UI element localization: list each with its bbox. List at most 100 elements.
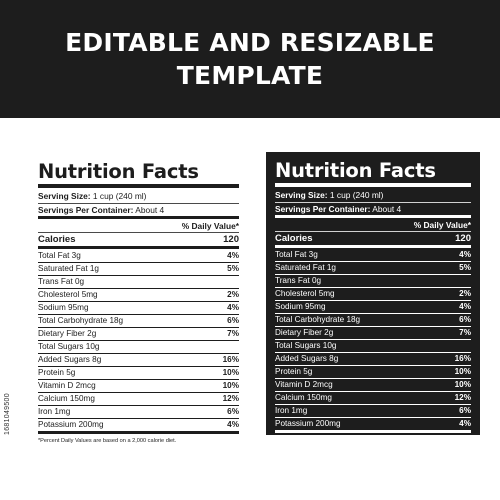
- servings-per-container-label: Servings Per Container:: [38, 204, 134, 215]
- nutrient-row: Total Fat 3g 4%: [275, 249, 471, 262]
- nutrient-row: Dietary Fiber 2g 7%: [38, 328, 239, 341]
- label-divider-thick: [275, 183, 471, 187]
- calories-label: Calories: [275, 233, 313, 244]
- nutrient-row: Saturated Fat 1g 5%: [275, 262, 471, 275]
- nutrient-row: Protein 5g 10%: [275, 366, 471, 379]
- nutrient-name: Added Sugars 8g: [275, 354, 339, 363]
- nutrient-name: Total Carbohydrate 18g: [38, 316, 124, 325]
- nutrient-list: Total Fat 3g 4% Saturated Fat 1g 5% Trans Fa…: [275, 249, 471, 430]
- nutrient-name: Calcium 150mg: [38, 394, 95, 403]
- label-divider-mid: [275, 430, 471, 433]
- nutrient-daily-value: 4%: [459, 302, 471, 311]
- nutrient-daily-value: 5%: [227, 264, 239, 273]
- nutrient-name: Total Sugars 10g: [275, 341, 337, 350]
- nutrient-row: Cholesterol 5mg 2%: [275, 288, 471, 301]
- nutrient-name: Sodium 95mg: [38, 303, 89, 312]
- nutrient-name: Saturated Fat 1g: [38, 264, 99, 273]
- nutrient-row: Vitamin D 2mcg 10%: [38, 380, 239, 393]
- nutrient-row: Iron 1mg 6%: [275, 405, 471, 418]
- nutrient-row: Total Carbohydrate 18g 6%: [275, 314, 471, 327]
- nutrient-name: Vitamin D 2mcg: [275, 380, 333, 389]
- nutrient-name: Sodium 95mg: [275, 302, 326, 311]
- label-divider-thick: [38, 184, 239, 188]
- calories-label: Calories: [38, 234, 76, 245]
- nutrient-daily-value: 2%: [227, 290, 239, 299]
- label-divider-thin: [38, 202, 239, 204]
- nutrient-daily-value: 7%: [227, 329, 239, 338]
- nutrient-row: Calcium 150mg 12%: [275, 392, 471, 405]
- nutrient-row: Dietary Fiber 2g 7%: [275, 327, 471, 340]
- label-divider-mid: [275, 245, 471, 248]
- nutrient-name: Cholesterol 5mg: [275, 289, 335, 298]
- label-divider-thin: [275, 231, 471, 232]
- nutrient-row: Added Sugars 8g 16%: [275, 353, 471, 366]
- nutrient-daily-value: 16%: [222, 355, 239, 364]
- nutrient-name: Protein 5g: [275, 367, 313, 376]
- nutrient-daily-value: 10%: [222, 381, 239, 390]
- label-divider-mid: [38, 431, 239, 434]
- nutrient-row: Total Carbohydrate 18g 6%: [38, 315, 239, 328]
- nutrient-daily-value: 4%: [227, 251, 239, 260]
- nutrient-daily-value: 12%: [222, 394, 239, 403]
- nutrient-daily-value: 12%: [454, 393, 471, 402]
- nutrient-name: Iron 1mg: [275, 406, 308, 415]
- nutrient-name: Total Sugars 10g: [38, 342, 100, 351]
- servings-per-container-row: Servings Per Container: About 4: [275, 203, 471, 216]
- servings-per-container-value: About 4: [135, 204, 165, 215]
- nutrient-daily-value: 10%: [222, 368, 239, 377]
- nutrient-list: Total Fat 3g 4% Saturated Fat 1g 5% Trans Fa…: [38, 250, 239, 431]
- nutrient-row: Protein 5g 10%: [38, 367, 239, 380]
- nutrient-name: Protein 5g: [38, 368, 76, 377]
- calories-row: Calories 120: [38, 233, 239, 246]
- serving-size-row: Serving Size: 1 cup (240 ml): [275, 189, 471, 202]
- nutrient-row: Vitamin D 2mcg 10%: [275, 379, 471, 392]
- nutrient-name: Calcium 150mg: [275, 393, 332, 402]
- label-divider-thin: [275, 201, 471, 203]
- nutrient-daily-value: 6%: [459, 406, 471, 415]
- nutrient-name: Potassium 200mg: [38, 420, 104, 429]
- nutrition-label-light: Nutrition Facts Serving Size: 1 cup (240 …: [36, 155, 241, 444]
- nutrient-daily-value: 10%: [454, 380, 471, 389]
- nutrient-daily-value: 2%: [459, 289, 471, 298]
- nutrient-name: Potassium 200mg: [275, 419, 341, 428]
- nutrition-label-dark: Nutrition Facts Serving Size: 1 cup (240 …: [266, 152, 480, 443]
- banner-title-line-1: EDITABLE AND RESIZABLE: [65, 28, 435, 57]
- nutrient-name: Saturated Fat 1g: [275, 263, 336, 272]
- nutrient-row: Iron 1mg 6%: [38, 406, 239, 419]
- nutrient-row: Sodium 95mg 4%: [38, 302, 239, 315]
- nutrient-row: Total Fat 3g 4%: [38, 250, 239, 263]
- label-divider-mid: [38, 216, 239, 219]
- nutrient-row: Saturated Fat 1g 5%: [38, 263, 239, 276]
- nutrient-name: Total Carbohydrate 18g: [275, 315, 361, 324]
- servings-per-container-label: Servings Per Container:: [275, 203, 371, 214]
- nutrient-row: Potassium 200mg 4%: [38, 419, 239, 431]
- nutrient-name: Added Sugars 8g: [38, 355, 102, 364]
- label-divider-mid: [275, 215, 471, 218]
- nutrient-row: Calcium 150mg 12%: [38, 393, 239, 406]
- nutrient-daily-value: 4%: [459, 419, 471, 428]
- nutrient-row: Total Sugars 10g: [38, 341, 239, 354]
- servings-per-container-value: About 4: [372, 203, 402, 214]
- label-title: Nutrition Facts: [275, 159, 436, 182]
- nutrient-daily-value: 6%: [227, 407, 239, 416]
- banner-title-line-2: TEMPLATE: [176, 61, 324, 90]
- nutrient-daily-value: 5%: [459, 263, 471, 272]
- servings-per-container-row: Servings Per Container: About 4: [38, 204, 239, 217]
- daily-value-header: % Daily Value*: [413, 220, 471, 230]
- nutrient-daily-value: 7%: [459, 328, 471, 337]
- daily-value-header: % Daily Value*: [181, 221, 239, 231]
- serving-size-value: 1 cup (240 ml): [329, 190, 384, 200]
- nutrient-name: Dietary Fiber 2g: [38, 329, 97, 338]
- serving-size-label: Serving Size:: [275, 190, 328, 200]
- label-title: Nutrition Facts: [38, 160, 199, 183]
- nutrient-name: Trans Fat 0g: [38, 277, 85, 286]
- calories-value: 120: [223, 234, 239, 245]
- label-divider-mid: [38, 246, 239, 249]
- nutrient-row: Total Sugars 10g: [275, 340, 471, 353]
- nutrient-row: Trans Fat 0g: [38, 276, 239, 289]
- serving-size-label: Serving Size:: [38, 191, 91, 201]
- daily-value-footnote: *Percent Daily Values are based on a 2,0…: [38, 438, 177, 444]
- nutrient-name: Total Fat 3g: [38, 251, 81, 260]
- nutrient-row: Potassium 200mg 4%: [275, 418, 471, 430]
- calories-row: Calories 120: [275, 232, 471, 245]
